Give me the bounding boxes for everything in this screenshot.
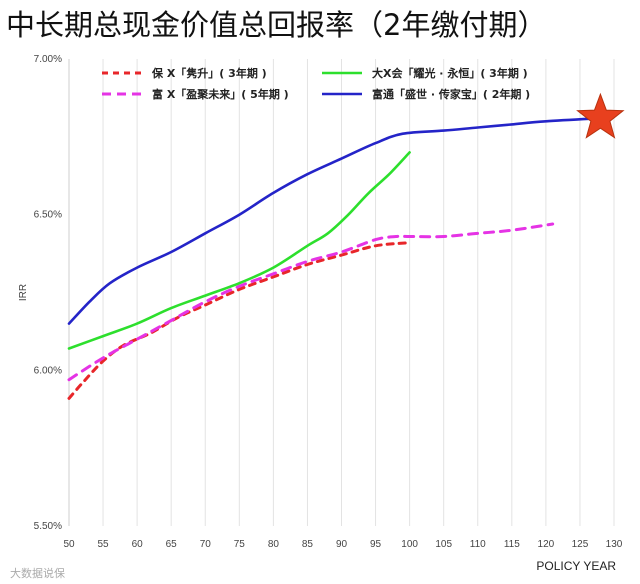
annotations bbox=[576, 92, 625, 139]
series-line-2 bbox=[67, 222, 555, 382]
x-tick-label: 115 bbox=[504, 539, 520, 550]
legend-label-3: 大X会「耀光 · 永恒」( 3年期 ) bbox=[372, 66, 528, 80]
chart-title: 中长期总现金价值总回报率（2年缴付期） bbox=[6, 8, 547, 42]
series-lines bbox=[67, 116, 602, 400]
series-line-1 bbox=[67, 241, 412, 400]
y-tick-label: 6.50% bbox=[34, 210, 62, 221]
legend-label-1: 保 X「隽升」( 3年期 ) bbox=[151, 66, 267, 80]
y-tick-label: 5.50% bbox=[34, 521, 62, 532]
x-tick-label: 75 bbox=[234, 539, 246, 550]
x-tick-label: 105 bbox=[435, 539, 452, 550]
x-tick-label: 55 bbox=[98, 539, 110, 550]
grid-lines bbox=[68, 59, 615, 526]
x-tick-label: 90 bbox=[336, 539, 348, 550]
x-tick-label: 100 bbox=[401, 539, 418, 550]
x-tick-label: 60 bbox=[132, 539, 144, 550]
legend-label-4: 富通「盛世 · 传家宝」( 2年期 ) bbox=[372, 87, 530, 101]
y-tick-label: 6.00% bbox=[34, 365, 62, 376]
x-axis-label: POLICY YEAR bbox=[536, 559, 616, 573]
x-tick-label: 65 bbox=[166, 539, 178, 550]
x-tick-label: 80 bbox=[268, 539, 280, 550]
legend: 保 X「隽升」( 3年期 ) 富 X「盈聚未来」( 5年期 ) 大X会「耀光 · 永… bbox=[102, 66, 530, 101]
x-tick-label: 120 bbox=[538, 539, 555, 550]
legend-label-2: 富 X「盈聚未来」( 5年期 ) bbox=[152, 87, 289, 101]
watermark-text: 大数据说保 bbox=[10, 566, 65, 580]
x-tick-label: 70 bbox=[200, 539, 212, 550]
x-tick-label: 125 bbox=[572, 539, 589, 550]
labels: 大数据说保 bbox=[10, 566, 65, 580]
x-tick-label: 95 bbox=[370, 539, 382, 550]
x-tick-label: 130 bbox=[606, 539, 623, 550]
x-tick-label: 50 bbox=[63, 539, 75, 550]
axes: 50 55 60 65 70 75 80 85 90 95 100 105 110 115 120 125 13… bbox=[18, 54, 623, 573]
y-axis-label: IRR bbox=[18, 284, 29, 301]
y-tick-label: 7.00% bbox=[34, 54, 62, 65]
series-line-4 bbox=[67, 116, 602, 325]
series-line-3 bbox=[67, 151, 411, 350]
star-marker bbox=[576, 92, 625, 139]
x-tick-label: 85 bbox=[302, 539, 314, 550]
x-tick-label: 110 bbox=[470, 539, 486, 550]
